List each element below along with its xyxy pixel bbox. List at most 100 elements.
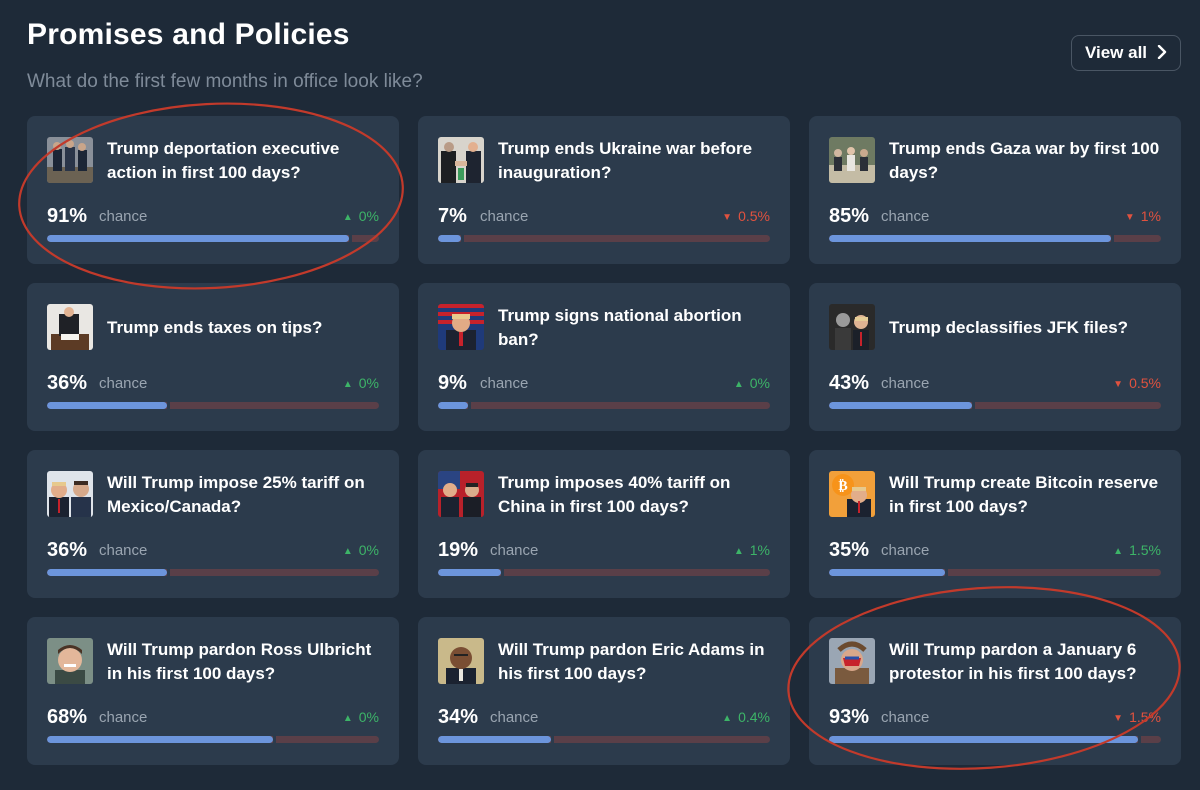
chance-label: chance <box>881 542 930 559</box>
market-question[interactable]: Will Trump pardon a January 6 protestor … <box>889 640 1137 683</box>
chance-label: chance <box>881 709 930 726</box>
market-card[interactable]: Trump ends Gaza war by first 100 days? 85… <box>809 116 1181 264</box>
chance-label: chance <box>480 375 529 392</box>
probability-bar <box>438 569 770 576</box>
market-card[interactable]: Trump deportation executive action in fi… <box>27 116 399 264</box>
market-question[interactable]: Trump signs national abortion ban? <box>498 306 742 349</box>
price-change-value: 1.5% <box>1129 542 1161 558</box>
market-percent: 9% <box>438 372 467 394</box>
probability-bar <box>47 402 379 409</box>
probability-bar-fill <box>829 569 946 576</box>
triangle-up-icon: ▲ <box>342 212 353 223</box>
market-question[interactable]: Trump ends Gaza war by first 100 days? <box>889 139 1160 182</box>
bitcoin-photo-thumbnail: ₿ <box>829 471 875 517</box>
price-change-value: 0% <box>358 208 379 224</box>
market-card[interactable]: Trump signs national abortion ban? 9% chan… <box>418 283 790 431</box>
price-change-value: 1.5% <box>1129 709 1161 725</box>
market-card[interactable]: Trump ends Ukraine war before inaugurati… <box>418 116 790 264</box>
market-card[interactable]: Will Trump impose 25% tariff on Mexico/C… <box>27 450 399 598</box>
adams-photo-thumbnail <box>438 638 484 684</box>
market-percent: 19% <box>438 539 479 561</box>
probability-bar <box>47 569 379 576</box>
market-card[interactable]: Trump imposes 40% tariff on China in fir… <box>418 450 790 598</box>
probability-bar <box>47 736 379 743</box>
market-question[interactable]: Will Trump pardon Ross Ulbricht in his f… <box>107 640 372 683</box>
market-question[interactable]: Trump declassifies JFK files? <box>889 318 1129 337</box>
price-change: ▲ 0% <box>343 709 379 725</box>
probability-bar-fill <box>829 235 1112 242</box>
probability-bar-divider <box>166 402 170 409</box>
market-question[interactable]: Will Trump impose 25% tariff on Mexico/C… <box>107 473 365 516</box>
market-card[interactable]: Will Trump pardon Ross Ulbricht in his f… <box>27 617 399 765</box>
probability-bar-divider <box>1137 736 1141 743</box>
market-card[interactable]: ₿ Will Trump create Bitcoin reserve in fi… <box>809 450 1181 598</box>
price-change-value: 1% <box>1140 208 1161 224</box>
handshake-photo-thumbnail <box>438 137 484 183</box>
market-percent: 36% <box>47 539 88 561</box>
flag-portrait-photo-thumbnail <box>438 304 484 350</box>
probability-bar-fill <box>829 402 972 409</box>
price-change-value: 1% <box>749 542 770 558</box>
triangle-up-icon: ▲ <box>342 546 353 557</box>
probability-bar-divider <box>550 736 554 743</box>
price-change-value: 0% <box>749 375 770 391</box>
triangle-down-icon: ▼ <box>1124 212 1135 223</box>
probability-bar-fill <box>47 235 350 242</box>
market-question[interactable]: Trump deportation executive action in fi… <box>107 139 340 182</box>
triangle-up-icon: ▲ <box>1113 546 1124 557</box>
probability-bar <box>829 736 1161 743</box>
price-change-value: 0.4% <box>738 709 770 725</box>
price-change: ▲ 0% <box>343 208 379 224</box>
view-all-label: View all <box>1084 43 1148 62</box>
probability-bar-fill <box>438 736 551 743</box>
price-change: ▲ 0.4% <box>722 709 770 725</box>
market-percent: 36% <box>47 372 88 394</box>
triangle-down-icon: ▼ <box>1113 713 1124 724</box>
probability-bar-divider <box>467 402 471 409</box>
chance-label: chance <box>99 375 148 392</box>
price-change-value: 0% <box>358 542 379 558</box>
market-percent: 85% <box>829 205 870 227</box>
market-question[interactable]: Trump ends taxes on tips? <box>107 318 323 337</box>
signing-photo-thumbnail <box>47 304 93 350</box>
market-question[interactable]: Will Trump create Bitcoin reserve in fir… <box>889 473 1159 516</box>
probability-bar-divider <box>501 569 505 576</box>
market-question[interactable]: Trump ends Ukraine war before inaugurati… <box>498 139 753 182</box>
chevron-right-icon <box>1157 43 1167 64</box>
price-change: ▼ 0.5% <box>722 208 770 224</box>
chance-label: chance <box>480 208 529 225</box>
market-card[interactable]: Will Trump pardon a January 6 protestor … <box>809 617 1181 765</box>
price-change: ▲ 0% <box>343 542 379 558</box>
probability-bar <box>829 569 1161 576</box>
market-card[interactable]: Trump ends taxes on tips? 36% chance ▲ 0% <box>27 283 399 431</box>
probability-bar-fill <box>47 569 167 576</box>
triangle-up-icon: ▲ <box>733 379 744 390</box>
triangle-down-icon: ▼ <box>1113 379 1124 390</box>
chance-label: chance <box>99 208 148 225</box>
price-change: ▼ 0.5% <box>1113 375 1161 391</box>
probability-bar-fill <box>438 569 502 576</box>
probability-bar-fill <box>438 235 462 242</box>
price-change-value: 0.5% <box>738 208 770 224</box>
market-question[interactable]: Trump imposes 40% tariff on China in fir… <box>498 473 731 516</box>
view-all-button[interactable]: View all <box>1071 35 1181 71</box>
probability-bar-divider <box>971 402 975 409</box>
market-card[interactable]: Trump declassifies JFK files? 43% chance ▼ 0… <box>809 283 1181 431</box>
probability-bar-fill <box>438 402 468 409</box>
market-percent: 93% <box>829 706 870 728</box>
triangle-up-icon: ▲ <box>733 546 744 557</box>
probability-bar <box>438 736 770 743</box>
price-change-value: 0.5% <box>1129 375 1161 391</box>
probability-bar-fill <box>47 402 167 409</box>
market-question[interactable]: Will Trump pardon Eric Adams in his firs… <box>498 640 765 683</box>
triangle-up-icon: ▲ <box>722 713 733 724</box>
probability-bar <box>47 235 379 242</box>
china-leaders-photo-thumbnail <box>438 471 484 517</box>
page-title: Promises and Policies <box>27 18 350 51</box>
probability-bar <box>829 402 1161 409</box>
price-change: ▼ 1% <box>1125 208 1161 224</box>
triangle-down-icon: ▼ <box>722 212 733 223</box>
probability-bar-divider <box>272 736 276 743</box>
probability-bar-divider <box>166 569 170 576</box>
market-card[interactable]: Will Trump pardon Eric Adams in his firs… <box>418 617 790 765</box>
